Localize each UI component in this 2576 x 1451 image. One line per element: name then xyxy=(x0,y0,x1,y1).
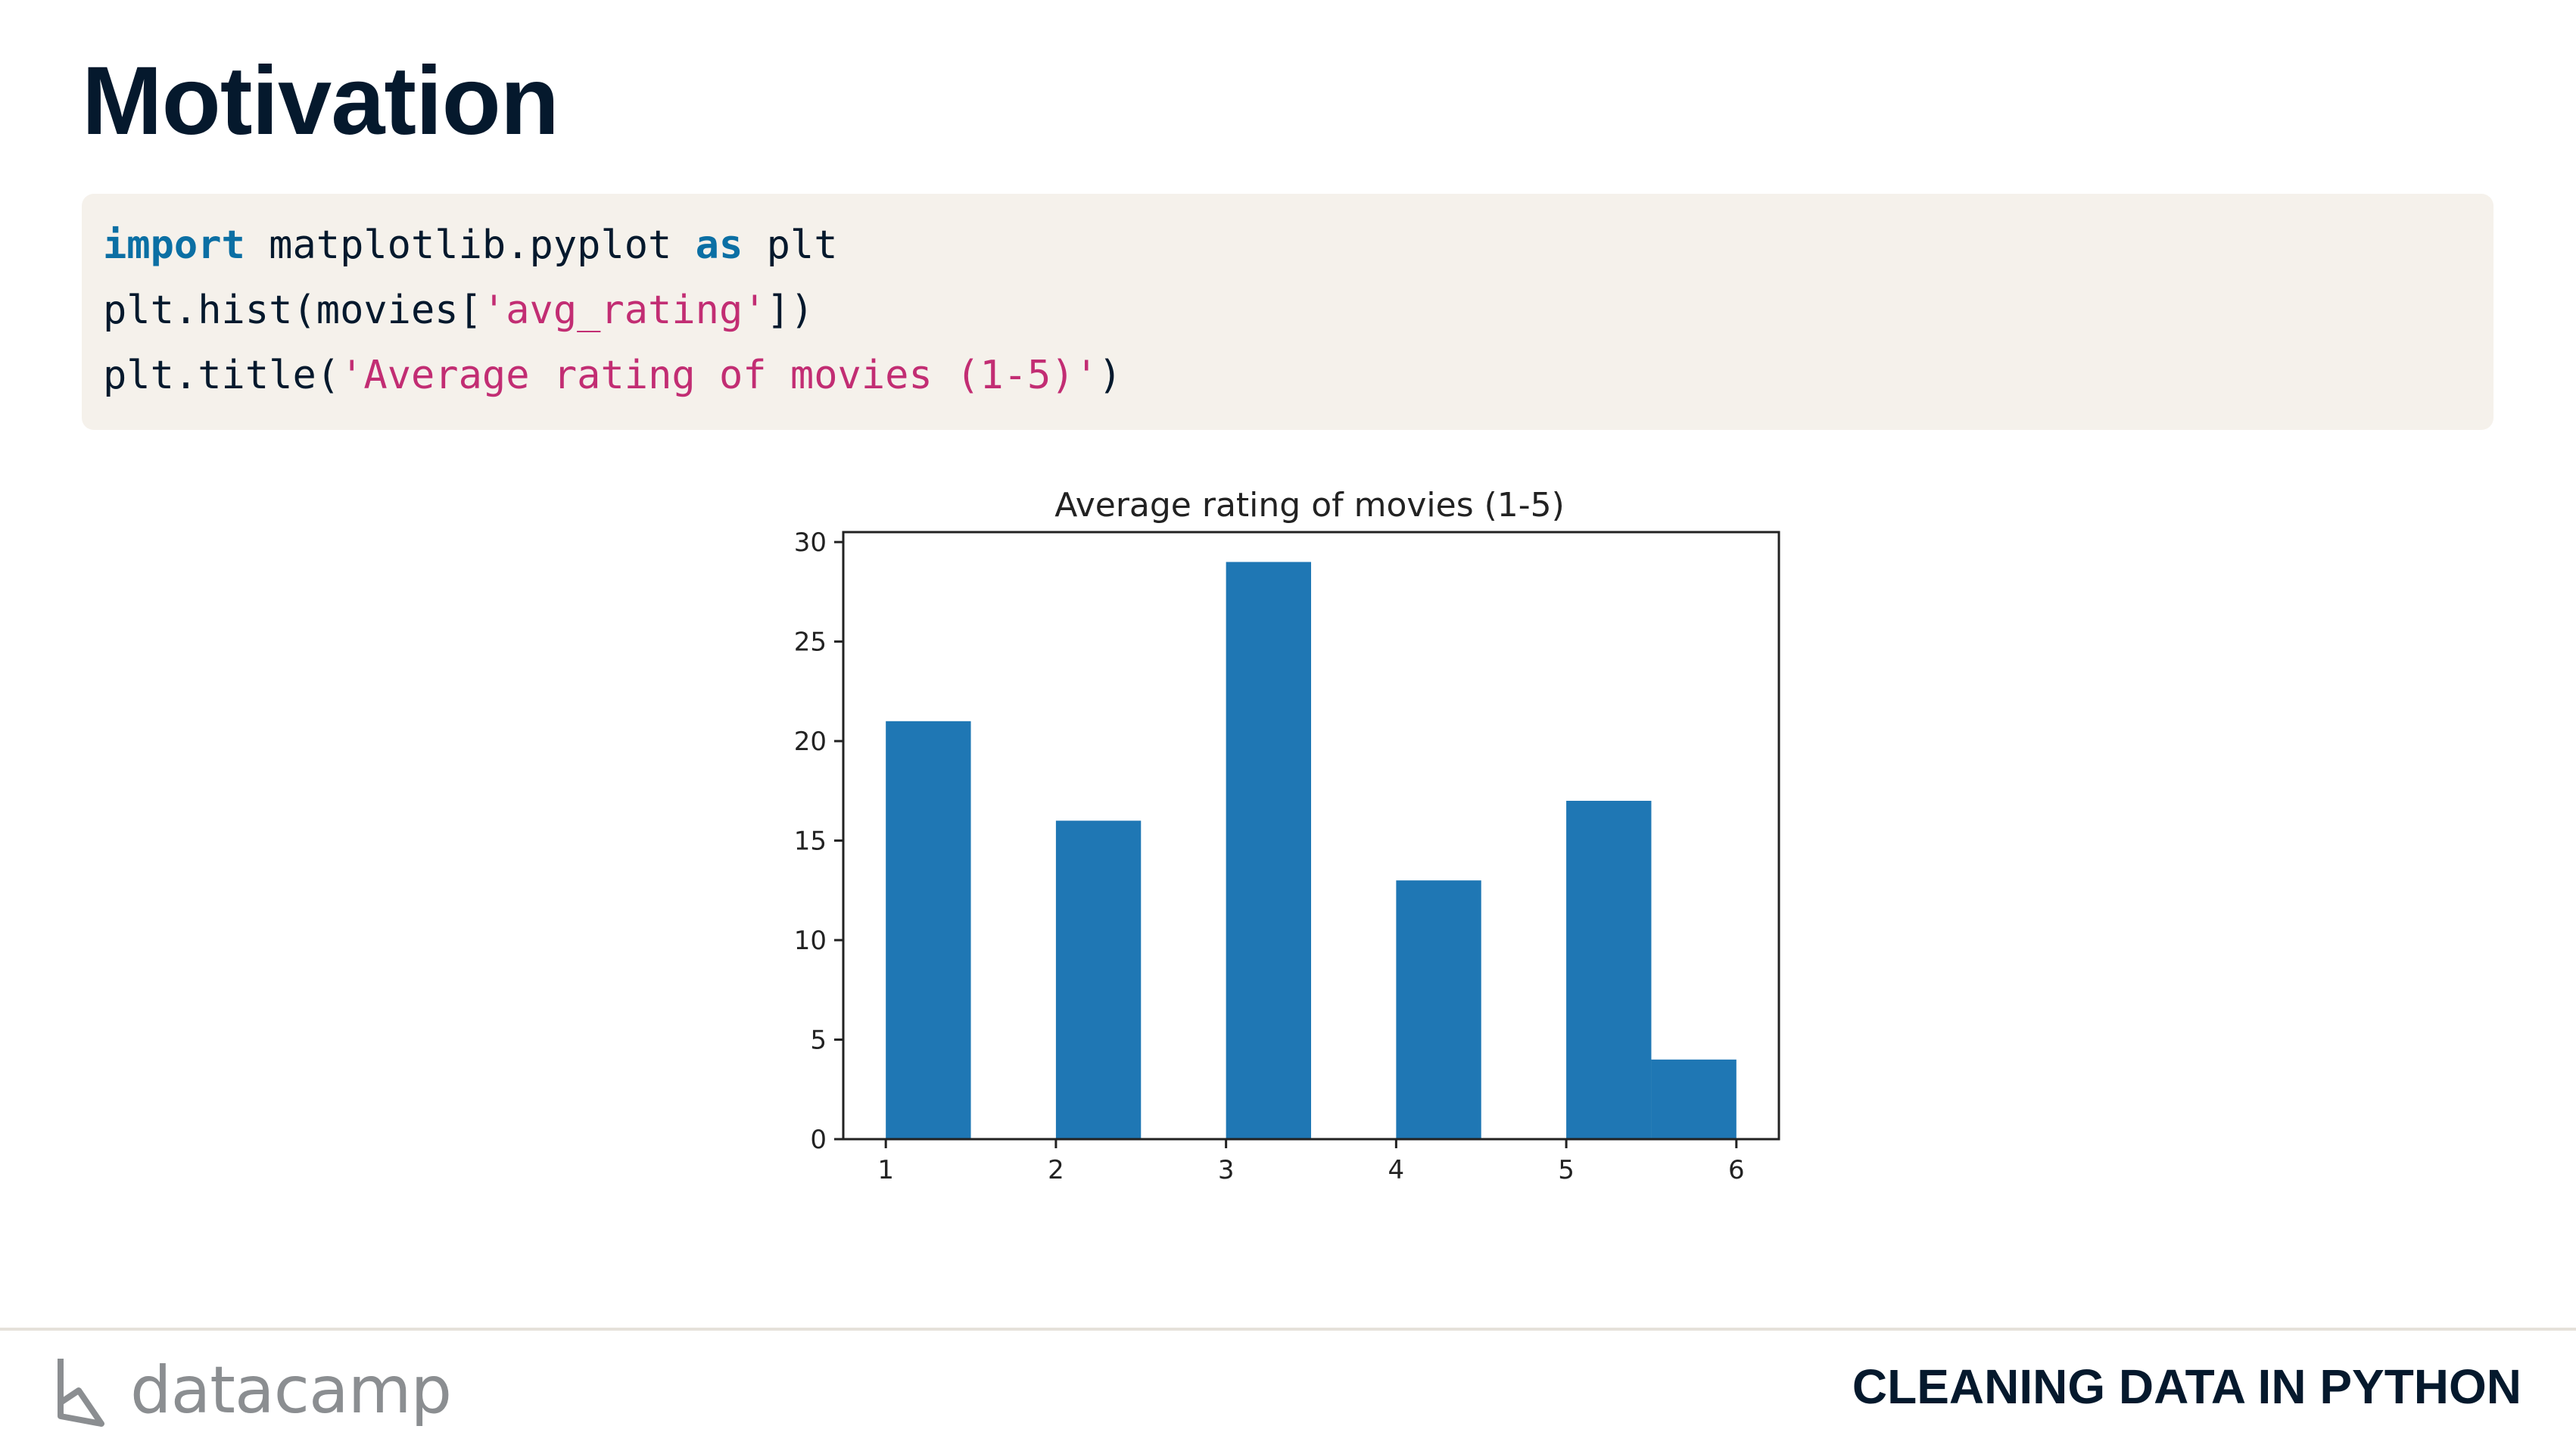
code-string: 'avg_rating' xyxy=(481,288,767,333)
y-tick-label: 0 xyxy=(810,1125,827,1155)
y-tick-label: 25 xyxy=(794,627,827,658)
code-text: ) xyxy=(1098,353,1123,398)
slide-title: Motivation xyxy=(82,47,559,155)
histogram-bar xyxy=(1226,562,1311,1139)
histogram-chart: Average rating of movies (1-5) 1 2 3 4 5 6 0 5 1… xyxy=(794,486,1780,1185)
code-text: plt xyxy=(743,223,838,268)
code-text: matplotlib.pyplot xyxy=(245,223,696,268)
histogram-bar xyxy=(1651,1059,1737,1139)
x-tick-label: 2 xyxy=(1048,1155,1064,1185)
x-tick-label: 4 xyxy=(1388,1155,1405,1185)
x-tick-label: 6 xyxy=(1728,1155,1745,1185)
code-line-1: import matplotlib.pyplot as plt xyxy=(103,226,838,265)
brand-name: datacamp xyxy=(130,1353,452,1428)
x-tick-label: 1 xyxy=(877,1155,894,1185)
code-line-3: plt.title('Average rating of movies (1-5… xyxy=(103,356,1122,395)
histogram-bar xyxy=(1396,880,1481,1139)
code-keyword: import xyxy=(103,223,245,268)
code-block: import matplotlib.pyplot as plt plt.hist… xyxy=(82,194,2493,430)
datacamp-logo: datacamp xyxy=(53,1349,452,1432)
x-tick-label: 5 xyxy=(1558,1155,1575,1185)
plot-frame xyxy=(842,531,1780,1141)
code-string: 'Average rating of movies (1-5)' xyxy=(340,353,1098,398)
y-tick-label: 20 xyxy=(794,727,827,757)
course-title: CLEANING DATA IN PYTHON xyxy=(1852,1359,2521,1414)
y-tick-label: 30 xyxy=(794,528,827,558)
y-tick-label: 10 xyxy=(794,926,827,956)
histogram-bar xyxy=(886,721,971,1139)
code-line-2: plt.hist(movies['avg_rating']) xyxy=(103,291,814,330)
histogram-bar xyxy=(1566,800,1652,1139)
code-text: plt.hist(movies[ xyxy=(103,288,482,333)
histogram-bar xyxy=(1055,820,1142,1139)
y-tick-label: 15 xyxy=(794,827,827,857)
y-tick-label: 5 xyxy=(810,1026,827,1056)
code-text: plt.title( xyxy=(103,353,341,398)
datacamp-logo-icon xyxy=(58,1359,104,1427)
code-keyword: as xyxy=(695,223,743,268)
code-text: ]) xyxy=(766,288,815,333)
footer-divider xyxy=(0,1328,2576,1331)
chart-title: Average rating of movies (1-5) xyxy=(1054,486,1565,525)
x-tick-label: 3 xyxy=(1218,1155,1235,1185)
